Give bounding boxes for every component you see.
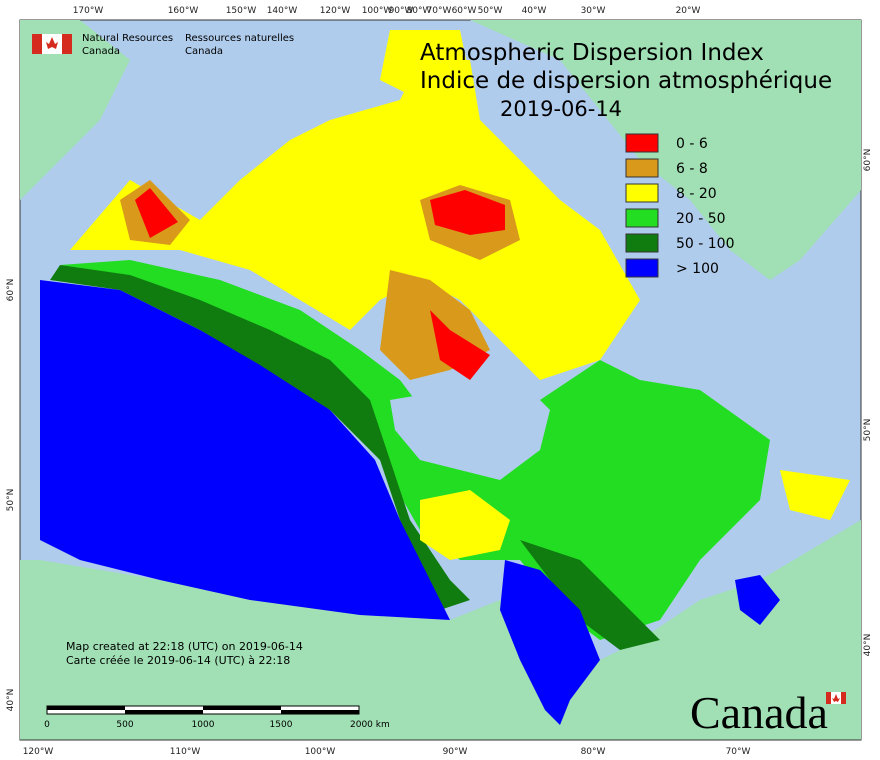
longitude-label: 140°W <box>267 6 298 16</box>
longitude-label: 30°W <box>581 6 606 16</box>
longitude-label: 70°W <box>726 747 751 757</box>
longitude-label: 100°W <box>362 6 393 16</box>
latitude-label: 60°N <box>6 279 16 302</box>
agency-en: Natural Resources <box>82 33 173 44</box>
legend-swatch <box>625 133 659 153</box>
longitude-label: 40°W <box>522 6 547 16</box>
wordmark: Canada <box>690 687 828 738</box>
longitude-label: 120°W <box>320 6 351 16</box>
longitude-label: 60°W <box>452 6 477 16</box>
legend-label: 0 - 6 <box>676 136 708 152</box>
credit: Map created at 22:18 (UTC) on 2019-06-14 <box>66 640 303 653</box>
land-layer <box>20 20 861 741</box>
longitude-label: 70°W <box>427 6 452 16</box>
scale-label: 0 <box>44 720 50 730</box>
latitude-label: 50°N <box>6 489 16 512</box>
scale-label: 1500 <box>270 720 293 730</box>
agency-fr: Canada <box>185 46 223 57</box>
legend-label: 6 - 8 <box>676 161 708 177</box>
latitude-label: 50°N <box>863 419 873 442</box>
legend-label: > 100 <box>676 261 719 277</box>
legend-label: 50 - 100 <box>676 236 735 252</box>
title: Atmospheric Dispersion Index <box>420 40 764 66</box>
longitude-label: 120°W <box>23 747 54 757</box>
longitude-label: 110°W <box>170 747 201 757</box>
legend-label: 20 - 50 <box>676 211 726 227</box>
nrcan-logo <box>32 34 72 54</box>
latitude-label: 60°N <box>863 149 873 172</box>
legend-swatch <box>625 233 659 253</box>
scale-bar <box>46 705 360 715</box>
longitude-label: 20°W <box>676 6 701 16</box>
latitude-label: 40°N <box>863 634 873 657</box>
credit: Carte créée le 2019-06-14 (UTC) à 22:18 <box>66 654 290 667</box>
longitude-label: 80°W <box>407 6 432 16</box>
longitude-label: 90°W <box>389 6 414 16</box>
longitude-label: 80°W <box>581 747 606 757</box>
legend: 0 - 6 6 - 8 8 - 20 20 - 50 50 - 100 > 100 <box>625 133 735 278</box>
map-date: 2019-06-14 <box>500 97 622 121</box>
longitude-label: 50°W <box>478 6 503 16</box>
latitude-label: 40°N <box>6 689 16 712</box>
wordmark-flag <box>826 692 846 704</box>
legend-swatch <box>625 183 659 203</box>
agency-fr: Ressources naturelles <box>185 33 294 44</box>
scale-label: 500 <box>116 720 133 730</box>
longitude-label: 150°W <box>226 6 257 16</box>
longitude-label: 90°W <box>443 747 468 757</box>
legend-swatch <box>625 258 659 278</box>
longitude-label: 160°W <box>168 6 199 16</box>
title: Indice de dispersion atmosphérique <box>420 68 832 94</box>
agency-en: Canada <box>82 46 120 57</box>
longitude-label: 170°W <box>73 6 104 16</box>
scale-label: 1000 <box>192 720 215 730</box>
legend-label: 8 - 20 <box>676 186 717 202</box>
legend-swatch <box>625 158 659 178</box>
scale-label: 2000 km <box>350 720 390 730</box>
graticule: 170°W 160°W 150°W 140°W 120°W 100°W90°W80°W70… <box>6 6 873 757</box>
longitude-label: 100°W <box>305 747 336 757</box>
legend-swatch <box>625 208 659 228</box>
